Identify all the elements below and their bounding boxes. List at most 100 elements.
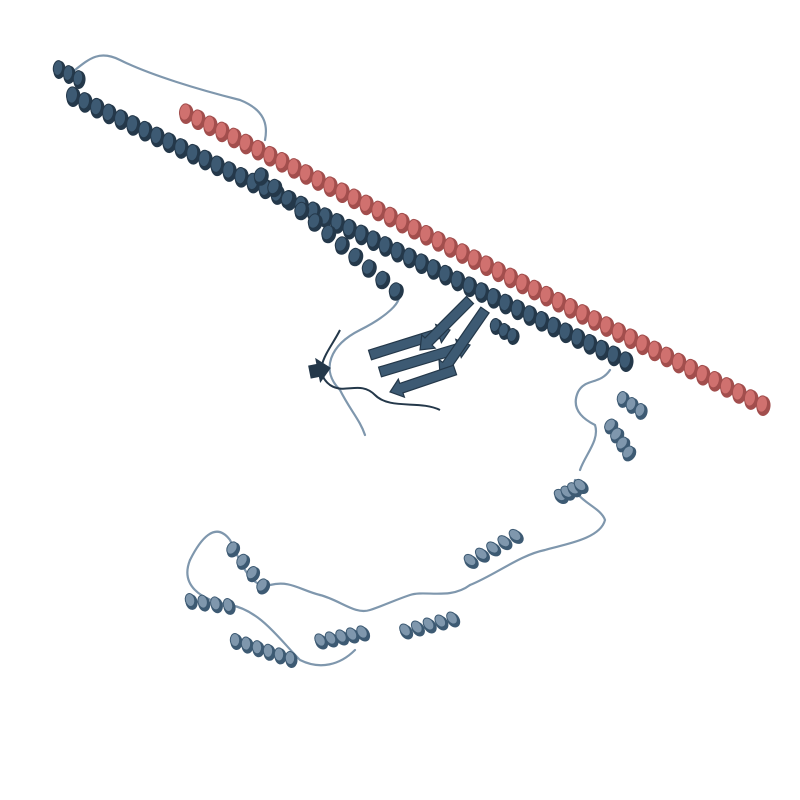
disordered-helix-turn <box>446 611 458 625</box>
chain-b-helix-turn <box>563 297 576 316</box>
chain-b-helix-turn <box>455 243 468 261</box>
chain-b-coiled-coil-helix <box>178 103 771 416</box>
chain-a-c-terminal-disordered-region <box>184 391 648 668</box>
chain-b-helix-turn <box>178 103 192 121</box>
chain-a-helix-turn <box>210 155 223 173</box>
chain-a-short-helix-turn <box>375 270 388 287</box>
chain-b-helix-turn <box>203 115 216 133</box>
beta-strand-arrow <box>308 357 331 384</box>
disordered-helix-turn <box>604 418 616 432</box>
beta-strand-arrow <box>389 364 458 399</box>
chain-b-helix-turn <box>731 383 744 401</box>
chain-a-helix-turn <box>414 253 427 271</box>
chain-a-helix-turn <box>222 161 235 179</box>
loop-trace <box>574 368 612 472</box>
chain-a-helix-turn <box>534 310 547 329</box>
disordered-helix-turn <box>616 391 628 405</box>
loop-trace <box>318 583 472 613</box>
chain-b-helix-turn <box>383 206 396 225</box>
disordered-helix-turn <box>356 625 368 639</box>
disordered-helix-turn <box>508 528 522 542</box>
chain-a-helix-turn <box>619 351 631 369</box>
chain-a-helix-turn <box>522 305 535 323</box>
chain-a-helix-turn <box>510 299 523 317</box>
chain-b-helix-turn <box>503 267 516 285</box>
chain-a-helix-turn <box>174 138 187 156</box>
loop-trace <box>320 329 441 411</box>
chain-a-helix-turn <box>462 276 475 294</box>
chain-b-helix-turn <box>707 370 720 389</box>
chain-a-helix-turn <box>402 247 415 265</box>
chain-a-helix-turn <box>102 103 115 121</box>
chain-b-helix-turn <box>371 200 384 219</box>
chain-a-helix-turn <box>234 166 247 185</box>
disordered-helix-turn <box>273 647 285 662</box>
disordered-helix-turn <box>573 478 587 492</box>
disordered-helix-turn <box>236 553 248 567</box>
chain-b-helix-turn <box>407 218 420 237</box>
chain-b-helix-turn <box>587 310 600 328</box>
chain-a-helix-turn <box>114 109 127 127</box>
loop-traces <box>73 54 612 667</box>
disordered-helix-turn <box>422 617 435 631</box>
disordered-helix-turn <box>184 593 196 607</box>
chain-a-helix-turn <box>546 316 559 335</box>
chain-a-helix-turn <box>90 97 103 116</box>
chain-b-helix-turn <box>323 176 336 194</box>
chain-a-helix-turn <box>450 270 463 289</box>
chain-a-helix-turn <box>162 132 175 150</box>
chain-a-helix-turn <box>606 345 619 363</box>
disordered-helix-turn <box>345 627 358 641</box>
chain-b-helix-turn <box>719 377 732 395</box>
disordered-helix-turn <box>622 445 634 459</box>
chain-a-short-helix-turn <box>280 190 294 206</box>
chain-b-helix-turn <box>599 316 612 334</box>
disordered-helix-turn <box>314 633 326 647</box>
loop-trace <box>468 478 607 587</box>
chain-a-helix-turn <box>138 120 151 139</box>
chain-a-short-helix-turn <box>321 224 334 241</box>
chain-b-helix-turn <box>611 322 624 340</box>
disordered-helix-turn <box>324 631 337 645</box>
chain-a-helix-turn <box>66 86 78 104</box>
chain-a-helix-turn <box>486 287 499 306</box>
chain-a-n-cap-turn <box>52 60 64 76</box>
sandwich-helix-turn <box>506 327 518 343</box>
chain-a-short-helix-turn <box>307 213 321 229</box>
chain-b-helix-turn <box>239 133 252 152</box>
chain-a-helix-turn <box>582 334 595 352</box>
disordered-helix-turn <box>262 643 274 658</box>
disordered-helix-turn <box>229 632 241 648</box>
chain-a-helix-turn <box>198 149 211 168</box>
chain-b-helix-turn <box>443 237 456 255</box>
disordered-helix-turn <box>434 614 447 628</box>
chain-a-helix-turn <box>378 236 391 254</box>
chain-b-helix-turn <box>191 109 204 127</box>
chain-a-short-helix-turn <box>267 178 280 195</box>
chain-b-helix-turn <box>755 395 769 413</box>
disordered-helix-turn <box>210 596 221 611</box>
disordered-helix-turn <box>497 535 511 548</box>
chain-a-helix-turn <box>426 259 439 277</box>
disordered-helix-turn <box>410 620 423 634</box>
sandwich-helix-turn <box>498 322 509 338</box>
chain-b-helix-turn <box>359 194 372 212</box>
chain-a-helix-turn <box>342 218 355 237</box>
chain-b-helix-turn <box>515 273 528 292</box>
chain-a-helix-turn <box>366 230 379 248</box>
chain-b-helix-turn <box>395 212 408 231</box>
chain-a-helix-turn <box>126 115 139 133</box>
chain-b-helix-turn <box>647 340 660 358</box>
disordered-helix-turn <box>474 547 488 560</box>
chain-a-helix-turn <box>390 241 403 260</box>
chain-b-helix-turn <box>683 358 696 377</box>
chain-b-helix-turn <box>263 145 276 164</box>
disordered-helix-turn <box>256 578 268 592</box>
disordered-helix-turn <box>335 629 347 643</box>
loop-trace <box>73 54 267 142</box>
disordered-helix-turn <box>625 397 637 411</box>
chain-a-helix-turn <box>570 328 583 346</box>
chain-b-helix-turn <box>623 328 636 346</box>
